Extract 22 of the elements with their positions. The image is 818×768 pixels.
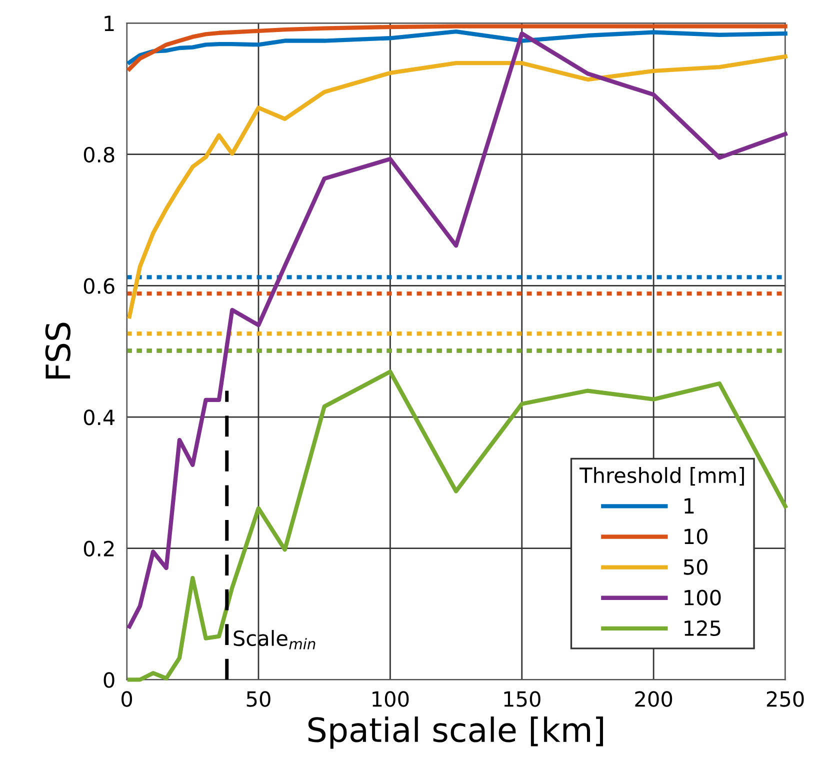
y-tick-label: 0 [104,672,114,688]
legend-label: 125 [684,620,720,636]
y-tick-label: 0.2 [84,540,114,557]
x-axis-title: Spatial scale [km] [308,716,603,749]
x-tick-label: 100 [372,691,409,707]
x-tick-label: 150 [504,691,540,707]
x-tick-label: 200 [635,691,672,707]
y-tick-label: 0.8 [84,146,114,163]
x-tick-label: 0 [122,691,132,707]
y-tick-label: 0.6 [84,278,114,294]
y-tick-label: 1 [104,16,114,31]
legend-label: 1 [684,498,694,514]
legend-label: 10 [684,528,708,544]
x-tick-label: 50 [246,691,270,707]
line-series [127,54,788,319]
legend-label: 100 [684,590,721,606]
legend-label: 50 [684,559,708,575]
y-axis-title: FSS [45,322,71,379]
line-series [127,29,788,65]
legend-title: Threshold [mm] [580,467,744,486]
x-tick-label: 250 [766,691,804,707]
y-tick-label: 0.4 [84,409,115,426]
